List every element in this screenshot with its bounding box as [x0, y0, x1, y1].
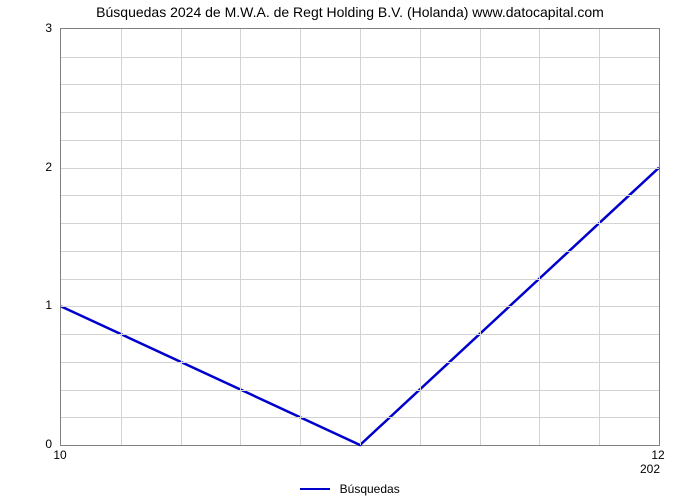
legend-swatch [300, 488, 330, 490]
chart-title: Búsquedas 2024 de M.W.A. de Regt Holding… [0, 4, 700, 20]
gridline-v [240, 29, 241, 445]
gridline-v [360, 29, 361, 445]
gridline-v [599, 29, 600, 445]
y-tick-label: 3 [12, 21, 52, 35]
gridline-v [300, 29, 301, 445]
gridline-v [420, 29, 421, 445]
gridline-v [121, 29, 122, 445]
legend-label: Búsquedas [340, 482, 400, 496]
y-tick-label: 0 [12, 437, 52, 451]
chart-container: Búsquedas 2024 de M.W.A. de Regt Holding… [0, 0, 700, 500]
x-tick-label: 10 [53, 448, 66, 462]
x-extra-label: 202 [640, 462, 660, 476]
plot-area [60, 28, 660, 446]
legend: Búsquedas [0, 481, 700, 496]
gridline-v [181, 29, 182, 445]
gridline-v [539, 29, 540, 445]
y-tick-label: 1 [12, 298, 52, 312]
y-tick-label: 2 [12, 160, 52, 174]
x-tick-label: 12 [651, 448, 664, 462]
gridline-v [480, 29, 481, 445]
